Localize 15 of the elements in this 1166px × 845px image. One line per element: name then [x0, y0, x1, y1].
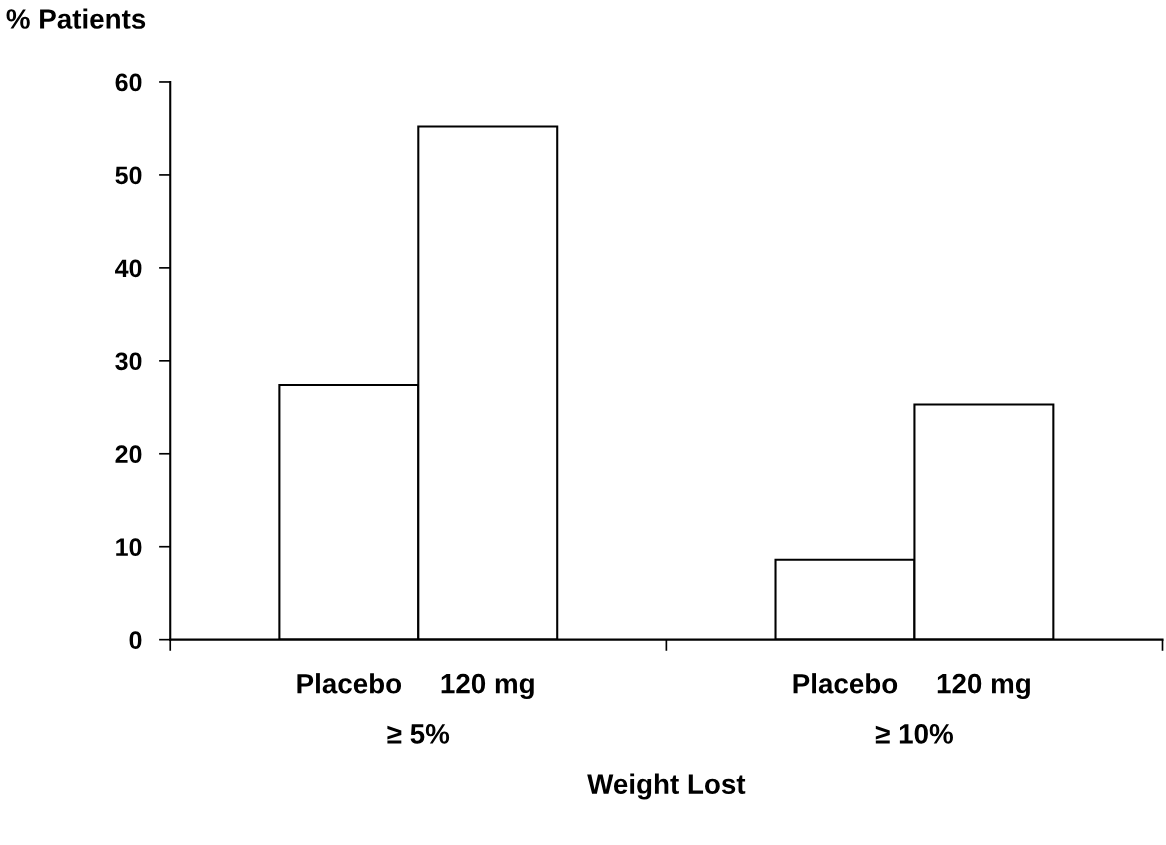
x-tick-label: ≥ 10% [875, 724, 953, 744]
x-axis-title: Weight Lost [587, 773, 746, 800]
y-tick-label: 0 [129, 631, 142, 649]
y-tick-label: 40 [115, 259, 142, 278]
text: Placebo [793, 673, 898, 694]
y-tick-label: 20 [115, 445, 142, 464]
y-tick-label: 50 [115, 166, 142, 185]
y-axis-title: % Patients [6, 8, 146, 29]
series-label: Placebo [297, 673, 402, 694]
y-tick-label: 10 [116, 538, 142, 557]
x-tick-label: ≥ 5% [387, 724, 450, 744]
series-label: 120 mg [441, 673, 534, 700]
y-tick-label: 60 [115, 73, 142, 92]
text: 120 mg [937, 673, 1030, 700]
y-tick-label: 30 [115, 352, 142, 371]
